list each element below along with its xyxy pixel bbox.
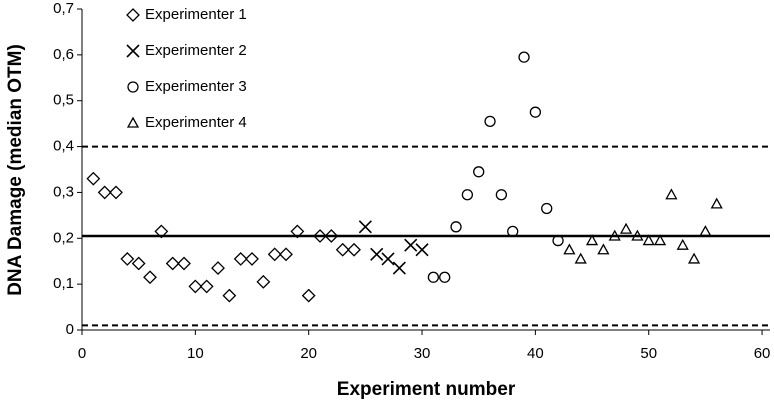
point [313, 229, 327, 243]
legend-label: Experimenter 3 [145, 78, 247, 95]
point [279, 247, 293, 262]
point [653, 234, 667, 246]
point [450, 221, 462, 233]
point [335, 242, 350, 257]
point [518, 51, 530, 63]
x-tick-label: 40 [527, 345, 544, 362]
x-axis-label: Experiment number [337, 379, 516, 400]
point [597, 243, 610, 255]
point [120, 252, 135, 266]
point [585, 234, 599, 246]
point [358, 220, 372, 234]
y-tick-label: 0,4 [53, 138, 74, 155]
point [710, 197, 723, 209]
point [109, 185, 123, 200]
point [86, 171, 101, 186]
y-tick-label: 0,6 [53, 46, 74, 63]
legend-marker [126, 44, 140, 58]
point [211, 261, 225, 276]
point [552, 234, 564, 247]
point [233, 252, 248, 266]
point [699, 225, 712, 237]
point [97, 185, 112, 200]
point [427, 271, 440, 283]
legend-label: Experimenter 1 [145, 6, 247, 23]
legend-marker [127, 81, 139, 93]
point [199, 279, 214, 294]
point [381, 252, 395, 266]
point [529, 106, 542, 118]
point [415, 243, 429, 257]
point [461, 189, 474, 201]
point [245, 252, 259, 266]
point [665, 188, 678, 200]
point [267, 247, 282, 262]
point [143, 270, 157, 285]
point [165, 256, 180, 271]
y-tick-label: 0 [66, 321, 74, 338]
point [473, 166, 485, 178]
point [484, 115, 496, 127]
point [563, 243, 576, 255]
point [290, 224, 305, 239]
point [177, 256, 191, 271]
point [687, 252, 701, 264]
x-tick-label: 50 [640, 345, 657, 362]
point [541, 202, 553, 215]
point [404, 238, 418, 252]
y-tick-label: 0,2 [53, 229, 74, 246]
x-tick-label: 30 [414, 345, 431, 362]
point [642, 234, 655, 246]
point [256, 274, 271, 289]
point [301, 288, 316, 303]
point [154, 224, 169, 239]
point [574, 252, 587, 264]
point [495, 189, 508, 201]
x-tick-label: 0 [78, 345, 86, 362]
point [676, 238, 689, 250]
x-tick-label: 60 [754, 345, 771, 362]
point [619, 222, 633, 234]
x-tick-label: 10 [187, 345, 204, 362]
y-tick-label: 0,5 [53, 92, 74, 109]
legend-marker [126, 116, 140, 128]
y-tick-label: 0,1 [53, 275, 74, 292]
legend-label: Experimenter 2 [145, 42, 247, 59]
point [188, 279, 203, 294]
point [347, 242, 361, 257]
y-axis-label: DNA Damage (median OTM) [5, 44, 26, 296]
point [608, 229, 621, 241]
point [131, 256, 146, 271]
point [439, 271, 451, 283]
point [392, 261, 406, 275]
point [370, 247, 384, 261]
legend-marker [126, 8, 140, 22]
point [324, 229, 339, 243]
legend-label: Experimenter 4 [145, 114, 247, 131]
y-tick-label: 0,3 [53, 183, 74, 200]
point [222, 288, 237, 303]
x-tick-label: 20 [300, 345, 317, 362]
point [631, 229, 644, 241]
point [507, 225, 519, 238]
y-tick-label: 0,7 [53, 0, 74, 17]
